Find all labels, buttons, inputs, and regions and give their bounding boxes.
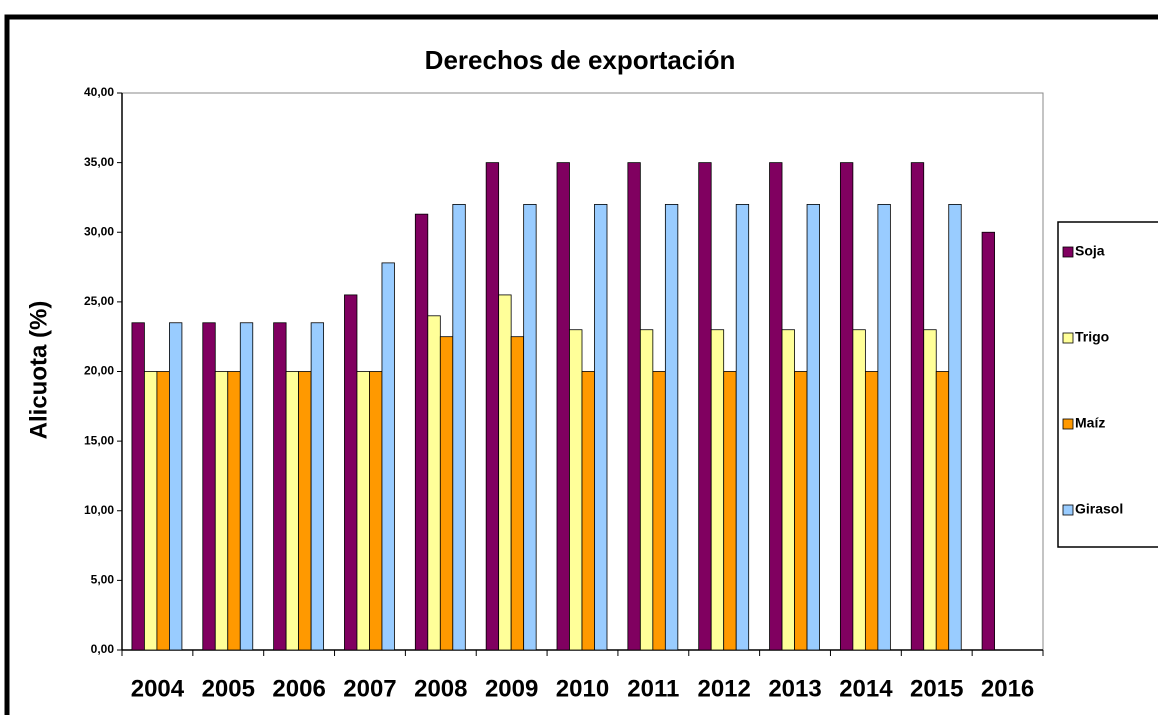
- bar: [794, 371, 808, 651]
- bar: [310, 322, 325, 651]
- bar: [652, 371, 666, 651]
- bar: [169, 322, 183, 651]
- bar: [131, 322, 145, 651]
- x-tick-label: 2008: [414, 675, 467, 702]
- bar: [981, 231, 995, 651]
- bar: [144, 371, 158, 651]
- bar: [948, 203, 962, 651]
- legend-swatch: [1062, 246, 1074, 258]
- bar: [806, 203, 820, 651]
- y-tick-label: 20,00: [84, 364, 114, 378]
- bar: [864, 371, 879, 651]
- bar: [735, 203, 750, 651]
- bar: [498, 294, 512, 651]
- bar: [369, 371, 383, 651]
- bar: [510, 336, 525, 651]
- bar: [202, 322, 216, 651]
- chart-title: Derechos de exportación: [425, 45, 736, 75]
- bar: [214, 371, 229, 651]
- legend-label: Trigo: [1075, 329, 1109, 345]
- bar: [556, 162, 570, 651]
- bar: [723, 371, 737, 651]
- bar: [839, 162, 854, 651]
- bar: [877, 203, 891, 651]
- y-tick-label: 40,00: [84, 85, 114, 99]
- bar: [923, 329, 937, 651]
- x-tick-label: 2006: [272, 675, 325, 702]
- legend-label: Soja: [1075, 243, 1105, 259]
- x-tick-label: 2011: [627, 675, 679, 702]
- y-tick-label: 15,00: [84, 433, 114, 447]
- x-tick-label: 2007: [343, 675, 396, 702]
- bar: [356, 371, 370, 651]
- x-tick-label: 2005: [202, 675, 255, 702]
- y-axis-label: Alicuota (%): [25, 301, 52, 440]
- bar: [852, 329, 866, 651]
- bar: [381, 262, 395, 651]
- bar: [935, 371, 950, 651]
- y-tick-label: 0,00: [91, 642, 115, 656]
- x-tick-label: 2012: [697, 675, 750, 702]
- bar: [227, 371, 241, 651]
- bar: [627, 162, 641, 651]
- bar: [769, 162, 783, 651]
- bar: [239, 322, 254, 651]
- bar: [523, 203, 537, 651]
- bar: [910, 162, 925, 651]
- bar: [664, 203, 679, 651]
- bar: [452, 203, 466, 651]
- bar: [639, 329, 654, 651]
- x-tick-label: 2013: [768, 675, 821, 702]
- bar: [581, 371, 595, 651]
- bar: [439, 336, 454, 651]
- x-tick-label: 2016: [981, 675, 1034, 702]
- x-tick-label: 2004: [131, 675, 185, 702]
- x-tick-label: 2015: [910, 675, 963, 702]
- legend-label: Girasol: [1075, 501, 1123, 517]
- y-tick-label: 5,00: [91, 573, 115, 587]
- bar: [156, 371, 170, 651]
- bar: [781, 329, 795, 651]
- bar: [273, 322, 287, 651]
- bar: [710, 329, 725, 651]
- x-tick-label: 2010: [556, 675, 609, 702]
- bar: [569, 329, 583, 651]
- legend-box: [1057, 221, 1158, 548]
- bar: [485, 162, 500, 651]
- y-tick-label: 10,00: [84, 503, 114, 517]
- bar: [594, 203, 608, 651]
- bar: [344, 294, 358, 651]
- y-tick-label: 35,00: [84, 155, 114, 169]
- x-tick-label: 2009: [485, 675, 538, 702]
- bar: [298, 371, 312, 651]
- y-tick-label: 25,00: [84, 294, 114, 308]
- legend-swatch: [1062, 418, 1074, 430]
- bar: [285, 371, 300, 651]
- y-tick-label: 30,00: [84, 224, 114, 238]
- x-tick-label: 2014: [839, 675, 893, 702]
- bar: [427, 315, 441, 651]
- legend-swatch: [1062, 504, 1074, 516]
- legend-swatch: [1062, 332, 1074, 344]
- bar: [698, 162, 712, 651]
- bar: [414, 213, 429, 651]
- legend-label: Maíz: [1075, 415, 1105, 431]
